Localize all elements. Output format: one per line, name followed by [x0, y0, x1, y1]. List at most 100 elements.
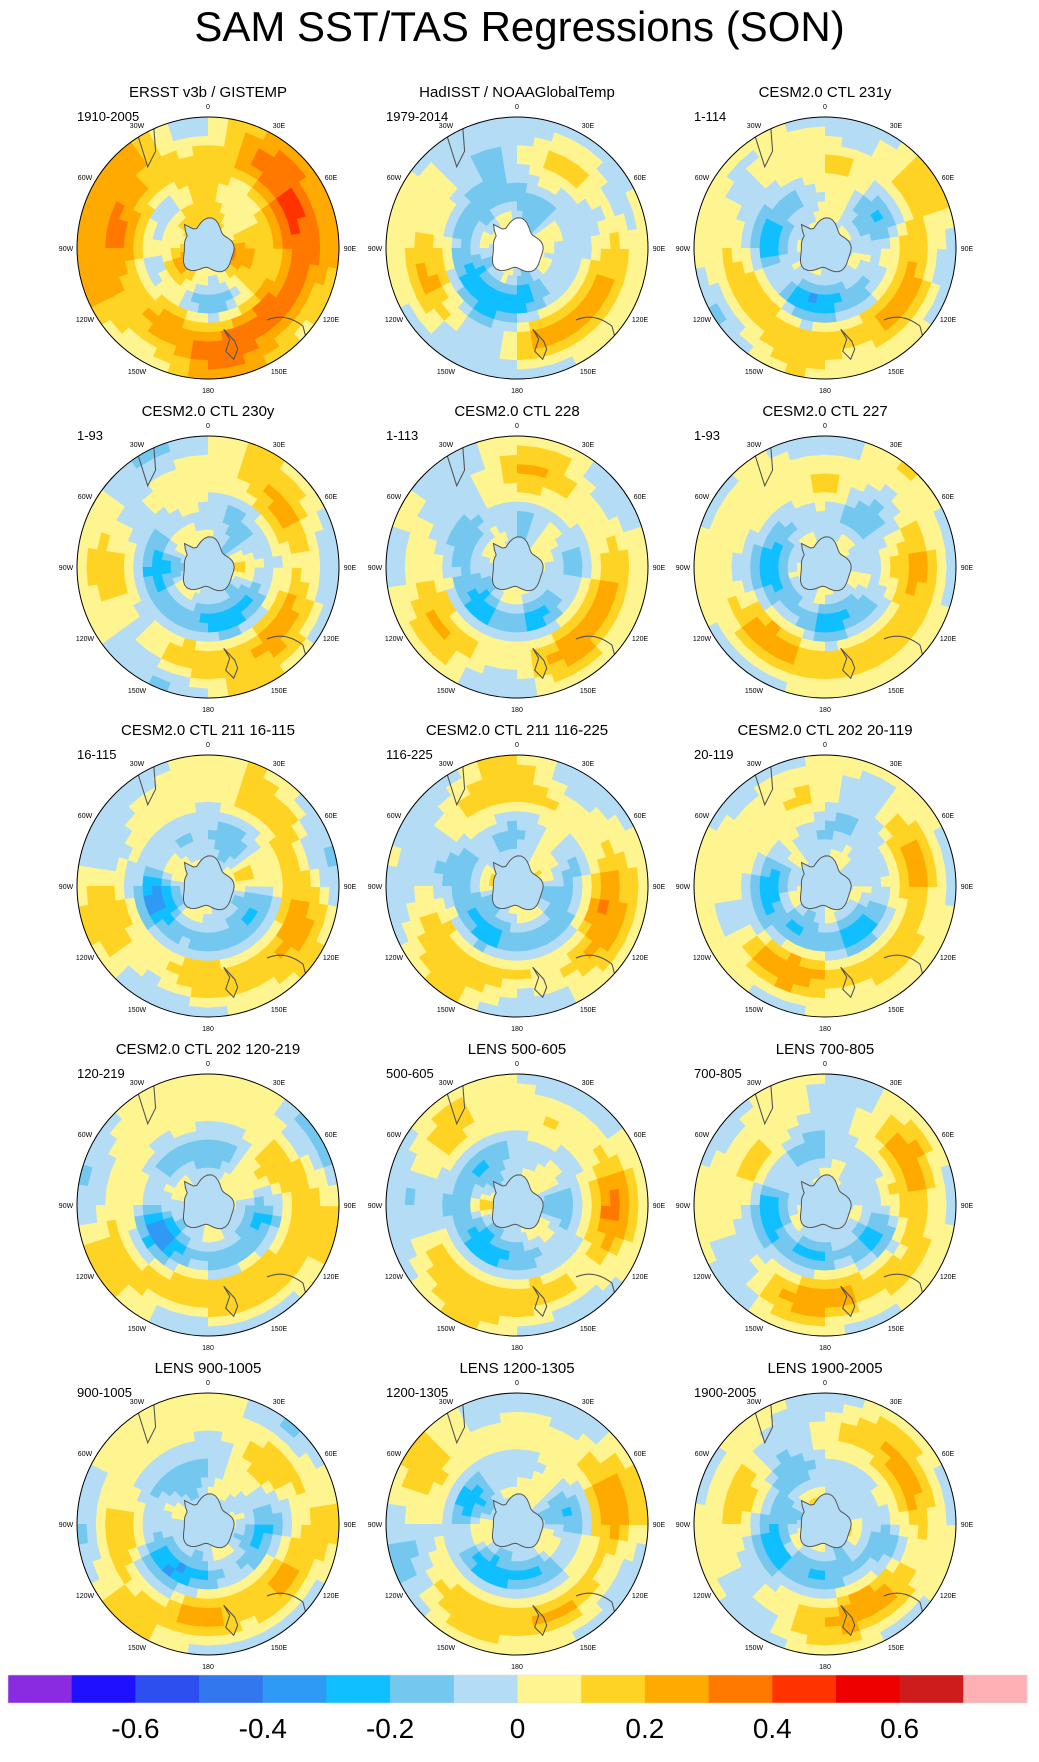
panel-title: LENS 1900-2005 [767, 1360, 882, 1377]
antarctica-outline [800, 536, 852, 592]
longitude-label: 120W [76, 317, 95, 324]
map-panel: LENS 1900-2005 1900-2005 0 30E 60E 90E 120E 150… [676, 1360, 974, 1671]
longitude-label: 150W [745, 1645, 764, 1652]
longitude-label: 0 [206, 423, 210, 430]
south-america-coastline [131, 1393, 157, 1445]
longitude-label: 60E [325, 813, 338, 820]
longitude-label: 90E [961, 1522, 974, 1529]
longitude-label: 60W [387, 813, 402, 820]
longitude-label: 60E [325, 494, 338, 501]
colorbar-box [644, 1675, 710, 1703]
colorbar-tick-label: -0.6 [111, 1713, 159, 1744]
map-panel: HadISST / NOAAGlobalTemp 1979-2014 0 30E 60E… [368, 84, 666, 395]
longitude-label: 30E [582, 1399, 595, 1406]
south-america-coastline [748, 1074, 774, 1126]
longitude-label: 120W [385, 1593, 404, 1600]
longitude-label: 150W [745, 1326, 764, 1333]
new-zealand-coastline [223, 1604, 239, 1637]
longitude-label: 150E [271, 1007, 288, 1014]
map-panel: LENS 500-605 500-605 0 30E 60E 90E 120E 150E 180… [368, 1041, 666, 1352]
longitude-label: 90E [961, 1203, 974, 1210]
south-america-coastline [131, 755, 157, 807]
regression-field [77, 1393, 339, 1655]
map-panel: CESM2.0 CTL 202 120-219 120-219 0 30E 60E 90E… [59, 1041, 357, 1352]
longitude-label: 90E [344, 565, 357, 572]
longitude-label: 60E [325, 1132, 338, 1139]
regression-field [77, 1074, 339, 1336]
longitude-label: 30W [747, 442, 762, 449]
longitude-label: 120W [693, 1274, 712, 1281]
longitude-label: 180 [819, 1664, 831, 1671]
longitude-label: 180 [202, 1664, 214, 1671]
longitude-label: 180 [819, 1345, 831, 1352]
australia-coastline [575, 1592, 621, 1633]
longitude-label: 0 [515, 423, 519, 430]
south-america-coastline [748, 436, 774, 488]
longitude-label: 90E [653, 1522, 666, 1529]
regression-field [386, 755, 648, 1017]
longitude-label: 30W [130, 761, 145, 768]
map-panel: LENS 1200-1305 1200-1305 0 30E 60E 90E 120E 150… [368, 1360, 666, 1671]
antarctica-outline [492, 1174, 544, 1230]
australia-coastline [575, 1273, 621, 1314]
longitude-label: 120W [693, 1593, 712, 1600]
map-panel: ERSST v3b / GISTEMP 1910-2005 0 30E 60E 90E 12… [59, 84, 357, 395]
map-border [693, 754, 957, 1018]
australia-coastline [883, 316, 929, 357]
longitude-label: 120W [385, 317, 404, 324]
australia-coastline [575, 954, 621, 995]
longitude-label: 150E [271, 1645, 288, 1652]
longitude-label: 120E [940, 1593, 957, 1600]
regression-field [694, 117, 956, 379]
longitude-label: 30E [582, 761, 595, 768]
new-zealand-coastline [532, 1604, 548, 1637]
longitude-label: 120W [76, 1593, 95, 1600]
regression-field [694, 1074, 956, 1336]
colorbar-box [71, 1675, 136, 1703]
new-zealand-coastline [223, 1285, 239, 1318]
longitude-label: 120E [323, 317, 340, 324]
colorbar-tick-label: 0.6 [880, 1713, 919, 1744]
panel-period: 1-93 [694, 428, 720, 443]
longitude-label: 180 [819, 707, 831, 714]
longitude-label: 30E [890, 442, 903, 449]
colorbar-tick-label: -0.2 [366, 1713, 414, 1744]
panel-period: 500-605 [386, 1066, 434, 1081]
map-border [385, 435, 649, 699]
longitude-label: 90W [676, 1522, 691, 1529]
longitude-label: 150E [888, 369, 905, 376]
longitude-label: 120E [940, 1274, 957, 1281]
longitude-label: 60E [325, 1451, 338, 1458]
panel-period: 700-805 [694, 1066, 742, 1081]
longitude-label: 120E [632, 636, 649, 643]
panel-title: CESM2.0 CTL 228 [454, 403, 579, 420]
longitude-label: 60E [325, 175, 338, 182]
map-panel: CESM2.0 CTL 228 1-113 0 30E 60E 90E 120E 150E 18… [368, 403, 666, 714]
new-zealand-coastline [532, 647, 548, 680]
regression-field [77, 117, 339, 379]
regression-field [77, 755, 339, 1017]
longitude-label: 120E [632, 1274, 649, 1281]
south-america-coastline [131, 1074, 157, 1126]
antarctica-outline [492, 855, 544, 911]
panel-title: HadISST / NOAAGlobalTemp [419, 84, 615, 101]
longitude-label: 150E [580, 369, 597, 376]
colorbar-box [135, 1675, 200, 1703]
longitude-label: 60E [634, 1451, 647, 1458]
map-panel: CESM2.0 CTL 227 1-93 0 30E 60E 90E 120E 150E 180… [676, 403, 974, 714]
panel-title: CESM2.0 CTL 227 [762, 403, 887, 420]
longitude-label: 180 [202, 1345, 214, 1352]
longitude-label: 90W [59, 884, 74, 891]
longitude-label: 180 [511, 388, 523, 395]
new-zealand-coastline [532, 1285, 548, 1318]
australia-coastline [575, 635, 621, 676]
australia-coastline [266, 1592, 312, 1633]
longitude-label: 150W [437, 1645, 456, 1652]
longitude-label: 120E [323, 1274, 340, 1281]
colorbar-box [390, 1675, 455, 1703]
longitude-label: 90E [653, 246, 666, 253]
australia-coastline [883, 1273, 929, 1314]
longitude-label: 0 [515, 1061, 519, 1068]
